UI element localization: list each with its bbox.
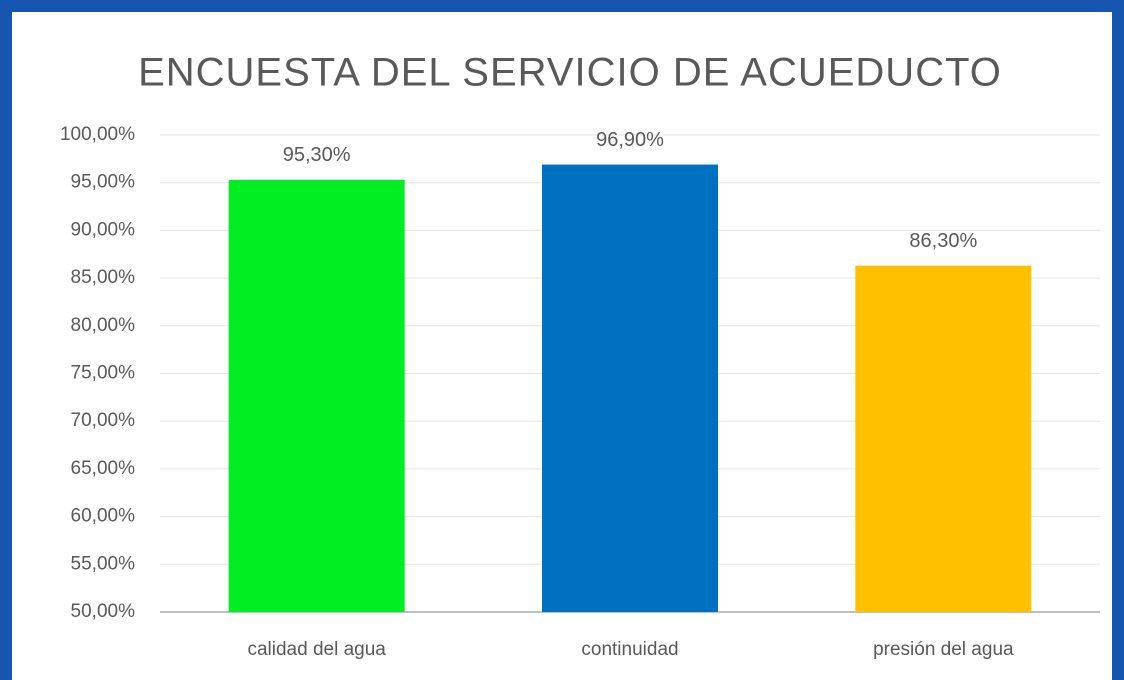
data-label: 96,90% <box>596 129 664 151</box>
y-tick-label: 55,00% <box>71 553 136 574</box>
y-tick-label: 85,00% <box>71 267 136 288</box>
x-tick-label: continuidad <box>581 639 678 660</box>
y-tick-label: 50,00% <box>71 601 136 622</box>
y-tick-label: 65,00% <box>71 458 136 479</box>
bar <box>542 164 718 612</box>
y-tick-label: 80,00% <box>71 315 136 336</box>
y-tick-label: 100,00% <box>60 124 135 145</box>
y-tick-label: 60,00% <box>71 506 136 527</box>
y-tick-label: 75,00% <box>71 363 136 384</box>
data-label: 95,30% <box>283 144 351 166</box>
bar <box>855 265 1032 612</box>
y-tick-label: 90,00% <box>71 219 136 240</box>
x-tick-label: presión del agua <box>873 639 1014 660</box>
bar <box>228 179 405 612</box>
data-label: 86,30% <box>909 230 977 252</box>
chart-title: ENCUESTA DEL SERVICIO DE ACUEDUCTO <box>138 51 1002 95</box>
y-tick-label: 70,00% <box>71 410 136 431</box>
x-tick-label: calidad del agua <box>247 639 386 660</box>
y-tick-label: 95,00% <box>71 172 136 193</box>
